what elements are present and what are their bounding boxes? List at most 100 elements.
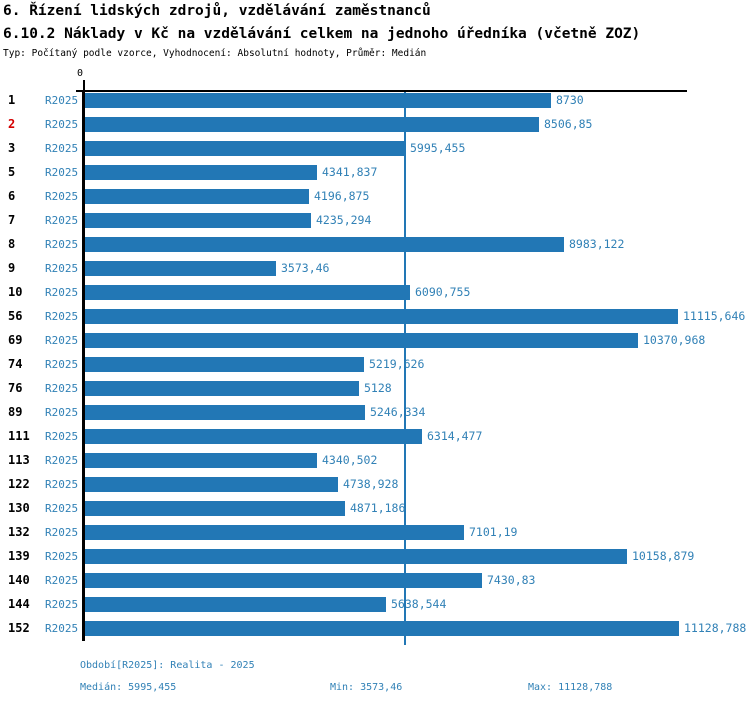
bar-value-label: 8506,85 — [544, 117, 593, 131]
bar-value-label: 4196,875 — [314, 189, 370, 203]
row-period-label: R2025 — [45, 550, 79, 563]
bar-value-label: 3573,46 — [281, 261, 330, 275]
row-id-label: 8 — [8, 237, 16, 251]
row-id-label: 130 — [8, 501, 30, 515]
bar-value-label: 4340,502 — [322, 453, 378, 467]
value-bar — [85, 549, 627, 564]
value-bar — [85, 309, 678, 324]
bar-value-label: 4235,294 — [316, 213, 372, 227]
bar-value-label: 4341,837 — [322, 165, 378, 179]
row-id-label: 1 — [8, 93, 16, 107]
row-id-label: 76 — [8, 381, 23, 395]
row-id-label: 6 — [8, 189, 16, 203]
row-period-label: R2025 — [45, 118, 79, 131]
footer-period-label: Období[R2025]: Realita - 2025 — [80, 660, 255, 671]
row-period-label: R2025 — [45, 214, 79, 227]
value-bar — [85, 141, 405, 156]
value-bar — [85, 525, 464, 540]
row-period-label: R2025 — [45, 598, 79, 611]
row-id-label: 132 — [8, 525, 30, 539]
row-period-label: R2025 — [45, 334, 79, 347]
row-period-label: R2025 — [45, 286, 79, 299]
row-id-label: 7 — [8, 213, 16, 227]
bar-value-label: 5128 — [364, 381, 392, 395]
row-period-label: R2025 — [45, 94, 79, 107]
row-period-label: R2025 — [45, 622, 79, 635]
value-bar — [85, 453, 317, 468]
report-title-line1: 6. Řízení lidských zdrojů, vzdělávání za… — [3, 3, 431, 19]
row-id-label: 113 — [8, 453, 30, 467]
row-id-label: 139 — [8, 549, 30, 563]
row-period-label: R2025 — [45, 430, 79, 443]
row-period-label: R2025 — [45, 574, 79, 587]
row-period-label: R2025 — [45, 310, 79, 323]
bar-value-label: 10370,968 — [643, 333, 706, 347]
value-bar — [85, 237, 564, 252]
report-title-line2: 6.10.2 Náklady v Kč na vzdělávání celkem… — [3, 26, 641, 42]
row-period-label: R2025 — [45, 358, 79, 371]
value-bar — [85, 381, 359, 396]
footer-max-label: Max: 11128,788 — [528, 682, 613, 693]
value-bar — [85, 501, 345, 516]
bar-value-label: 5995,455 — [410, 141, 466, 155]
value-bar — [85, 285, 410, 300]
value-bar — [85, 477, 338, 492]
row-id-label: 140 — [8, 573, 30, 587]
value-bar — [85, 333, 638, 348]
value-bar — [85, 261, 276, 276]
x-axis-zero-label: 0 — [77, 68, 84, 79]
median-line — [404, 92, 406, 645]
row-id-label: 89 — [8, 405, 23, 419]
row-id-label: 69 — [8, 333, 23, 347]
x-axis-zero-tick — [83, 80, 85, 90]
bar-value-label: 11128,788 — [684, 621, 747, 635]
bar-value-label: 6314,477 — [427, 429, 483, 443]
bar-value-label: 6090,755 — [415, 285, 471, 299]
value-bar — [85, 573, 482, 588]
bar-value-label: 4738,928 — [343, 477, 399, 491]
row-period-label: R2025 — [45, 406, 79, 419]
row-period-label: R2025 — [45, 526, 79, 539]
row-id-label: 2 — [8, 117, 16, 131]
value-bar — [85, 405, 365, 420]
bar-value-label: 7101,19 — [469, 525, 518, 539]
row-period-label: R2025 — [45, 478, 79, 491]
row-period-label: R2025 — [45, 190, 79, 203]
footer-min-label: Min: 3573,46 — [330, 682, 403, 693]
row-id-label: 152 — [8, 621, 30, 635]
value-bar — [85, 165, 317, 180]
bar-value-label: 8730 — [556, 93, 584, 107]
value-bar — [85, 213, 311, 228]
row-id-label: 111 — [8, 429, 30, 443]
row-id-label: 3 — [8, 141, 16, 155]
bar-value-label: 5638,544 — [391, 597, 447, 611]
row-period-label: R2025 — [45, 166, 79, 179]
footer-median-label: Medián: 5995,455 — [80, 682, 177, 693]
y-axis-line — [82, 90, 85, 641]
bar-value-label: 4871,186 — [350, 501, 406, 515]
row-period-label: R2025 — [45, 142, 79, 155]
row-period-label: R2025 — [45, 382, 79, 395]
value-bar — [85, 189, 309, 204]
row-id-label: 9 — [8, 261, 16, 275]
value-bar — [85, 429, 422, 444]
bar-value-label: 5246,334 — [370, 405, 426, 419]
row-period-label: R2025 — [45, 238, 79, 251]
row-period-label: R2025 — [45, 454, 79, 467]
row-id-label: 10 — [8, 285, 23, 299]
x-axis-line — [76, 90, 687, 92]
value-bar — [85, 93, 551, 108]
row-id-label: 144 — [8, 597, 30, 611]
bar-value-label: 11115,646 — [683, 309, 746, 323]
value-bar — [85, 117, 539, 132]
bar-value-label: 10158,879 — [632, 549, 695, 563]
value-bar — [85, 621, 679, 636]
row-period-label: R2025 — [45, 502, 79, 515]
row-id-label: 5 — [8, 165, 16, 179]
report-subtitle: Typ: Počítaný podle vzorce, Vyhodnocení:… — [3, 48, 427, 59]
bar-value-label: 8983,122 — [569, 237, 625, 251]
row-period-label: R2025 — [45, 262, 79, 275]
row-id-label: 56 — [8, 309, 23, 323]
value-bar — [85, 597, 386, 612]
